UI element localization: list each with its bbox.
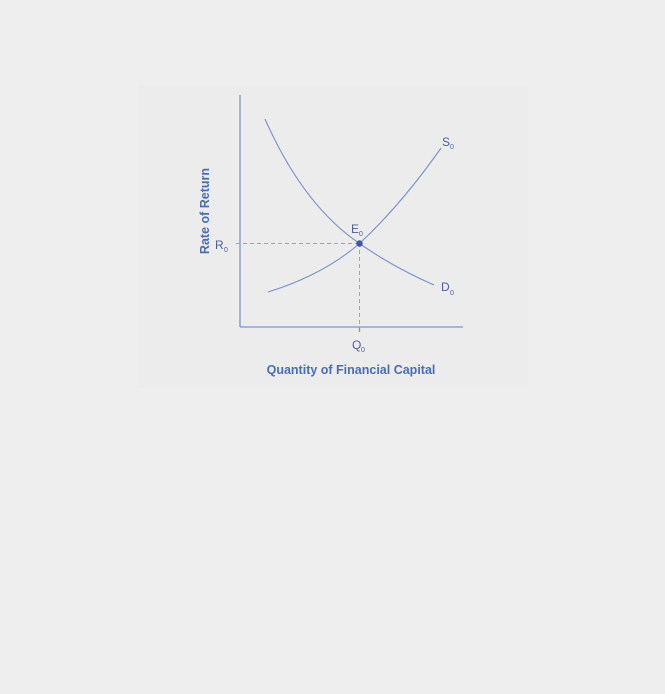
demand-curve [264, 118, 435, 286]
supply-curve-label: S [442, 135, 450, 149]
equilibrium-label: E [351, 222, 359, 236]
supply-curve [267, 147, 442, 293]
y-axis-title: Rate of Return [198, 168, 212, 254]
demand-curve-subscript: 0 [450, 290, 454, 297]
demand-curve-label: D [441, 280, 450, 294]
supply-demand-chart: S 0 D 0 E 0 R 0 Q 0 Quantity of Financia… [198, 95, 463, 377]
quantity-tick-subscript: 0 [361, 347, 365, 354]
quantity-tick-label: Q [352, 338, 361, 352]
equilibrium-subscript: 0 [359, 231, 363, 238]
equilibrium-point [356, 240, 363, 247]
supply-curve-subscript: 0 [450, 144, 454, 151]
x-axis-title: Quantity of Financial Capital [267, 363, 436, 377]
rate-tick-label: R [215, 238, 224, 252]
rate-tick-subscript: 0 [224, 247, 228, 254]
figure-panel: S 0 D 0 E 0 R 0 Q 0 Quantity of Financia… [138, 85, 528, 388]
